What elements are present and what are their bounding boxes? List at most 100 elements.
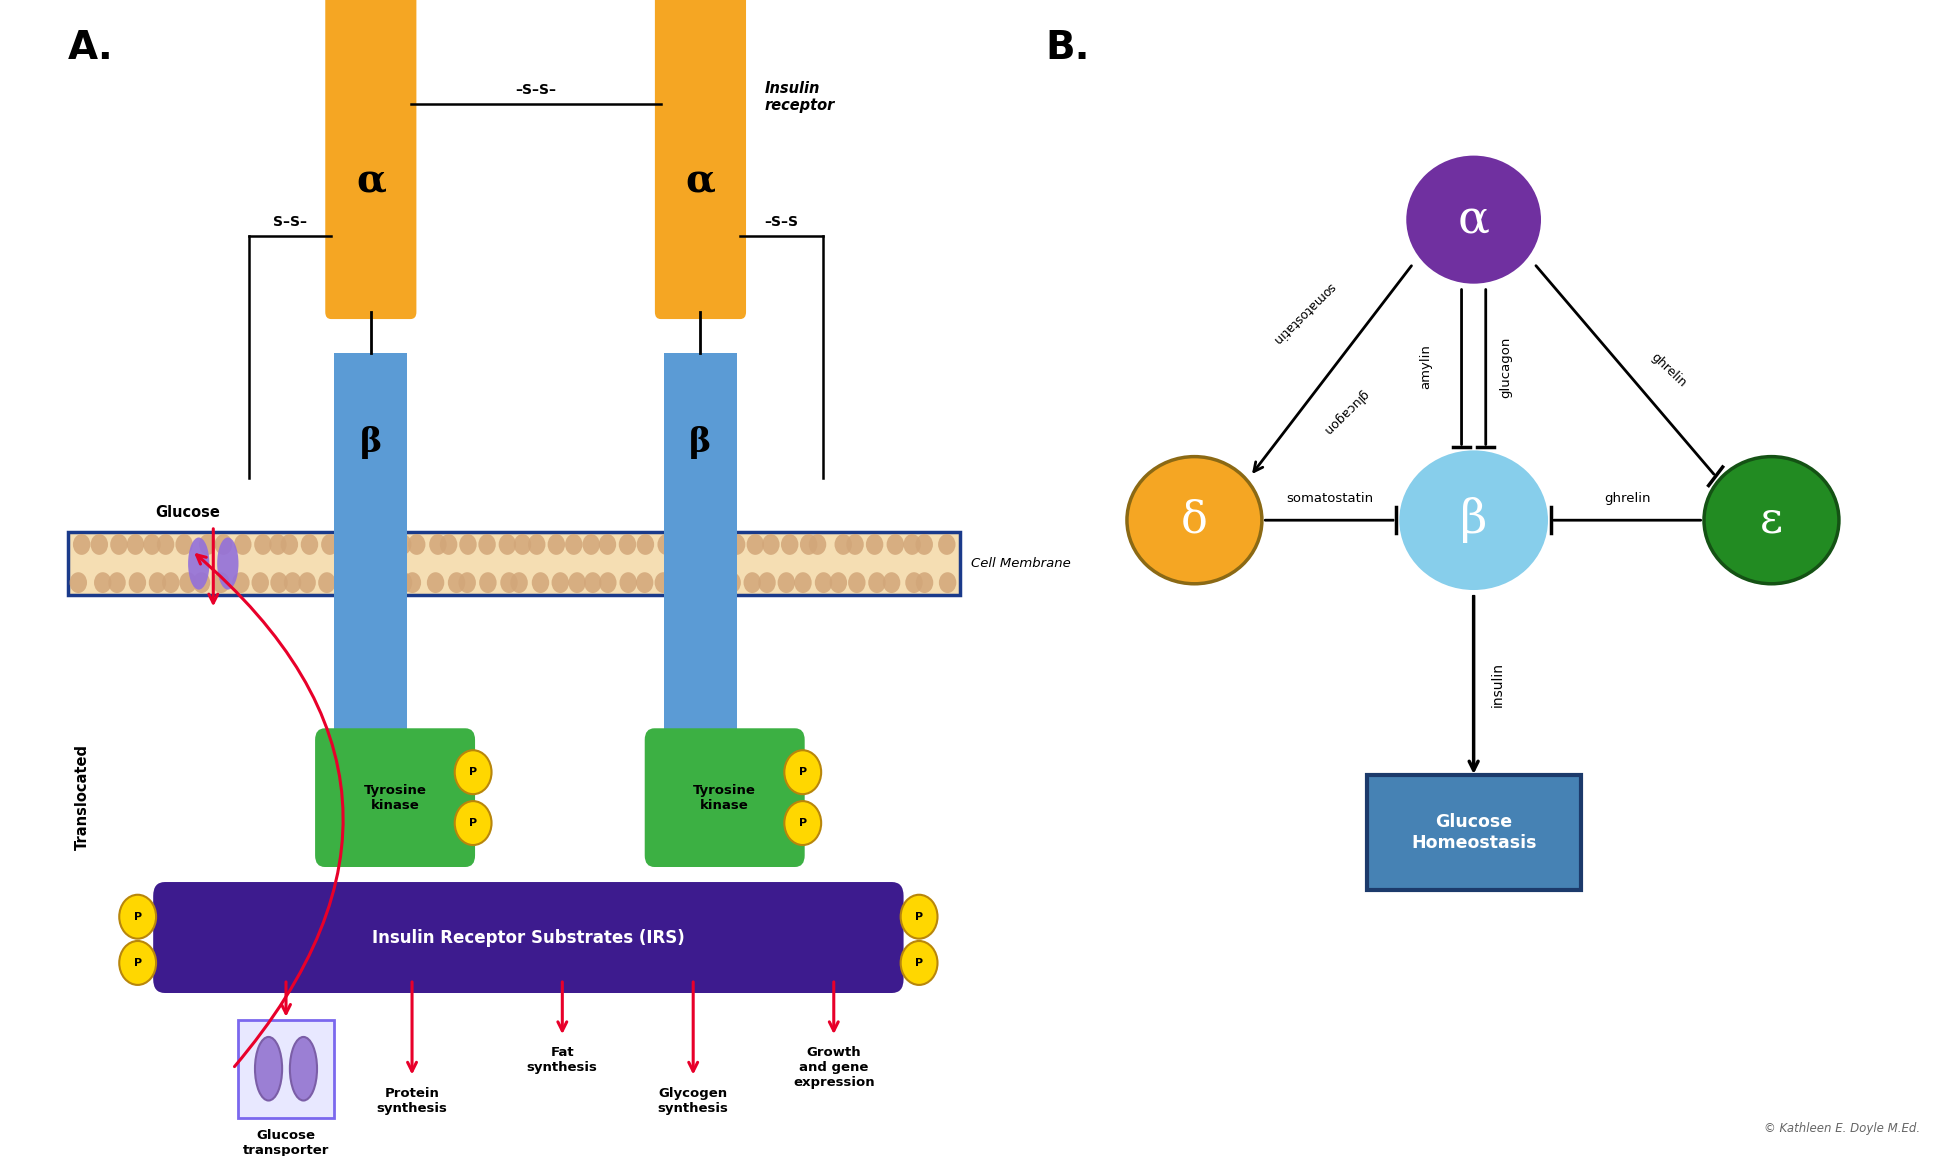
Text: P: P [915,912,923,921]
Ellipse shape [1127,457,1262,584]
Circle shape [378,534,396,555]
Bar [663,532,737,595]
Bar [663,595,737,740]
Circle shape [407,534,425,555]
Text: –S–S–: –S–S– [516,83,556,97]
Circle shape [283,572,301,593]
Circle shape [814,572,832,593]
Text: α: α [1458,197,1489,243]
Circle shape [938,572,956,593]
Circle shape [657,534,675,555]
Text: δ: δ [1181,498,1208,542]
Circle shape [762,534,779,555]
Circle shape [149,572,167,593]
Circle shape [479,572,496,593]
Text: P: P [134,958,142,968]
Text: P: P [799,818,807,828]
Text: Tyrosine
kinase: Tyrosine kinase [694,784,756,812]
Text: P: P [799,768,807,777]
Circle shape [527,534,545,555]
Text: Glycogen
synthesis: Glycogen synthesis [657,1087,729,1114]
Circle shape [547,534,564,555]
Circle shape [353,572,370,593]
Text: Growth
and gene
expression: Growth and gene expression [793,1046,874,1089]
Text: β: β [690,425,712,459]
FancyBboxPatch shape [326,0,417,319]
Ellipse shape [188,538,209,590]
Circle shape [498,534,516,555]
Circle shape [723,572,741,593]
Circle shape [460,534,477,555]
Text: Insulin Receptor Substrates (IRS): Insulin Receptor Substrates (IRS) [372,928,684,947]
Ellipse shape [256,1037,283,1101]
Circle shape [322,534,339,555]
Text: somatostatin: somatostatin [1286,492,1373,505]
Circle shape [531,572,549,593]
Text: α: α [686,162,715,199]
Circle shape [109,572,126,593]
Text: Translocated: Translocated [76,744,89,851]
Circle shape [335,534,353,555]
Circle shape [427,572,444,593]
Text: glucagon: glucagon [1320,387,1371,437]
Text: Tyrosine
kinase: Tyrosine kinase [365,784,427,812]
Circle shape [514,534,531,555]
Ellipse shape [1704,457,1838,584]
Circle shape [211,572,229,593]
Circle shape [636,572,653,593]
Circle shape [747,534,764,555]
Circle shape [710,572,727,593]
FancyBboxPatch shape [1367,775,1580,890]
Circle shape [882,572,900,593]
Circle shape [254,534,271,555]
FancyBboxPatch shape [646,728,805,867]
Circle shape [809,534,826,555]
Circle shape [785,750,822,794]
FancyBboxPatch shape [238,1020,335,1118]
Circle shape [281,534,299,555]
Text: P: P [469,768,477,777]
Circle shape [301,534,318,555]
Circle shape [834,534,851,555]
Circle shape [599,534,617,555]
Circle shape [440,534,458,555]
Circle shape [915,534,933,555]
Circle shape [845,534,863,555]
Circle shape [93,572,111,593]
Text: P: P [469,818,477,828]
Circle shape [619,572,636,593]
Circle shape [636,534,653,555]
Circle shape [655,572,673,593]
Circle shape [906,572,923,593]
Circle shape [781,534,799,555]
Circle shape [394,534,411,555]
Circle shape [727,534,745,555]
Bar [335,532,407,595]
Bar [335,353,407,532]
Text: P: P [915,958,923,968]
Ellipse shape [217,538,238,590]
Circle shape [830,572,847,593]
Text: © Kathleen E. Doyle M.Ed.: © Kathleen E. Doyle M.Ed. [1764,1122,1920,1135]
Circle shape [454,801,493,845]
Circle shape [126,534,143,555]
Text: ghrelin: ghrelin [1648,350,1689,390]
Circle shape [318,572,335,593]
Circle shape [120,895,157,939]
FancyBboxPatch shape [655,0,747,319]
Text: Glucose
transporter: Glucose transporter [242,1129,330,1156]
Bar [335,595,407,740]
Text: insulin: insulin [1491,662,1505,707]
Circle shape [568,572,586,593]
Circle shape [70,572,87,593]
Text: β: β [1460,497,1487,543]
Circle shape [454,750,493,794]
Circle shape [795,572,812,593]
Circle shape [479,534,496,555]
Circle shape [235,534,252,555]
Circle shape [111,534,128,555]
Circle shape [143,534,161,555]
Circle shape [372,572,390,593]
Circle shape [341,572,359,593]
Circle shape [396,572,413,593]
